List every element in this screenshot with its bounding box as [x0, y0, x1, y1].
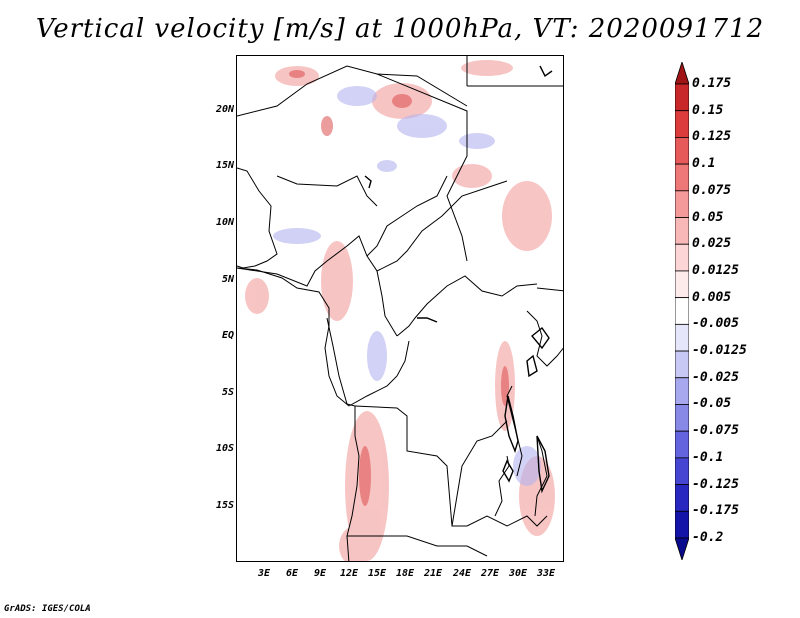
colorbar-bin [675, 190, 689, 218]
colorbar-bin [675, 510, 689, 539]
colorbar-label: 0.15 [692, 102, 724, 118]
lat-label-15s: 15S [215, 500, 234, 511]
colorbar-label: 0.05 [692, 209, 724, 225]
lat-label-10s: 10S [215, 443, 234, 454]
colorbar-label: -0.175 [692, 503, 739, 519]
colorbar-bin [675, 83, 689, 112]
lat-label-10n: 10N [215, 217, 234, 228]
lon-label-33e: 33E [536, 568, 556, 579]
lat-label-5n: 5N [221, 274, 234, 285]
colorbar-label: 0.075 [692, 182, 732, 198]
lon-label-27e: 27E [480, 568, 500, 579]
colorbar-label: -0.075 [692, 423, 739, 439]
chart-title: Vertical velocity [m/s] at 1000hPa, VT: … [35, 14, 765, 44]
colorbar-label: -0.2 [692, 530, 724, 545]
colorbar-label: 0.1 [692, 156, 716, 172]
colorbar-label: -0.005 [692, 316, 739, 332]
lon-label-18e: 18E [395, 568, 415, 579]
colorbar-bin [675, 163, 689, 192]
lon-label-21e: 21E [423, 568, 443, 579]
lon-label-9e: 9E [313, 568, 327, 579]
map-panel [236, 55, 564, 562]
colorbar-label: 0.0125 [692, 262, 739, 278]
lat-label-15n: 15N [215, 160, 234, 171]
lon-label-3e: 3E [257, 568, 271, 579]
velocity-field [237, 56, 563, 561]
colorbar-bin [675, 484, 689, 512]
lat-label-5s: 5S [221, 387, 234, 398]
colorbar-bin [675, 243, 689, 272]
colorbar-bin [675, 270, 689, 299]
colorbar-label: -0.125 [692, 476, 739, 492]
colorbar-bottom-arrow [675, 537, 689, 560]
colorbar-bin [675, 350, 689, 379]
colorbar-label: -0.1 [692, 449, 724, 465]
colorbar-label: -0.025 [692, 369, 739, 385]
lat-label-20n: 20N [215, 104, 234, 115]
footer-credit: GrADS: IGES/COLA [4, 604, 91, 614]
colorbar-bin [675, 217, 689, 245]
colorbar-bin [675, 377, 689, 405]
colorbar-bin [675, 297, 689, 325]
colorbar-bin [675, 430, 689, 459]
lon-label-15e: 15E [367, 568, 387, 579]
colorbar [675, 62, 689, 560]
lat-label-eq: EQ [221, 330, 234, 341]
colorbar-bin [675, 404, 689, 432]
lon-label-6e: 6E [285, 568, 299, 579]
colorbar-label: 0.025 [692, 236, 732, 252]
lon-label-24e: 24E [452, 568, 472, 579]
colorbar-bin [675, 110, 689, 138]
colorbar-label: -0.0125 [692, 343, 747, 359]
colorbar-label: -0.05 [692, 396, 732, 412]
colorbar-bin [675, 137, 689, 165]
lon-label-30e: 30E [508, 568, 528, 579]
lon-label-12e: 12E [339, 568, 359, 579]
colorbar-bin [675, 323, 689, 352]
colorbar-label: 0.175 [692, 76, 732, 91]
colorbar-top-arrow [675, 62, 689, 85]
colorbar-label: 0.005 [692, 289, 732, 305]
colorbar-label: 0.125 [692, 129, 732, 145]
colorbar-bin [675, 457, 689, 485]
